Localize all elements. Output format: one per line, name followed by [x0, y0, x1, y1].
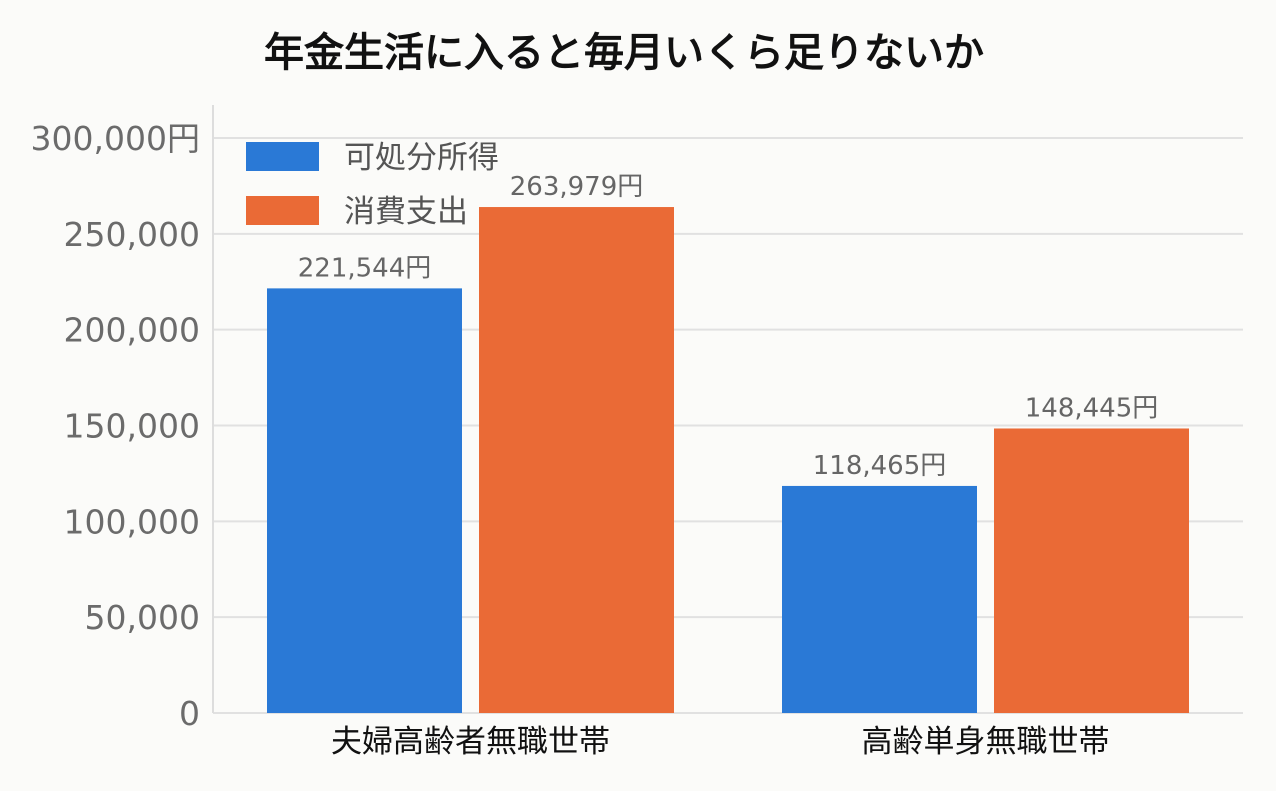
legend-label: 可処分所得 [344, 140, 499, 176]
data-label: 221,544円 [298, 253, 432, 283]
bar [994, 428, 1189, 713]
bar [479, 207, 674, 713]
data-label: 118,465円 [813, 451, 947, 481]
y-tick-label: 250,000 [64, 215, 200, 254]
y-tick-labels: 0 50,000 100,000 150,000 200,000 250,000 300,0… [31, 119, 200, 733]
legend-swatch [246, 196, 319, 225]
legend-label: 消費支出 [344, 194, 468, 230]
bar [267, 288, 462, 713]
y-tick-label: 100,000 [64, 502, 200, 541]
y-tick-label: 200,000 [64, 311, 200, 350]
data-label: 263,979円 [510, 172, 644, 202]
data-label: 148,445円 [1025, 393, 1159, 423]
x-tick-labels: 夫婦高齢者無職世帯 高齢単身無職世帯 [331, 724, 1110, 760]
chart-title: 年金生活に入ると毎月いくら足りないか [264, 30, 984, 76]
legend-swatch [246, 142, 319, 171]
y-tick-label: 50,000 [85, 598, 200, 637]
bar [782, 485, 977, 713]
bars [267, 207, 1189, 713]
y-tick-label: 150,000 [64, 407, 200, 446]
data-labels: 221,544円 263,979円 118,465円 148,445円 [298, 172, 1159, 481]
y-tick-label: 0 [179, 694, 200, 733]
x-tick-label: 高齢単身無職世帯 [862, 724, 1110, 760]
x-tick-label: 夫婦高齢者無職世帯 [331, 724, 610, 760]
y-tick-label: 300,000円 [31, 119, 200, 158]
